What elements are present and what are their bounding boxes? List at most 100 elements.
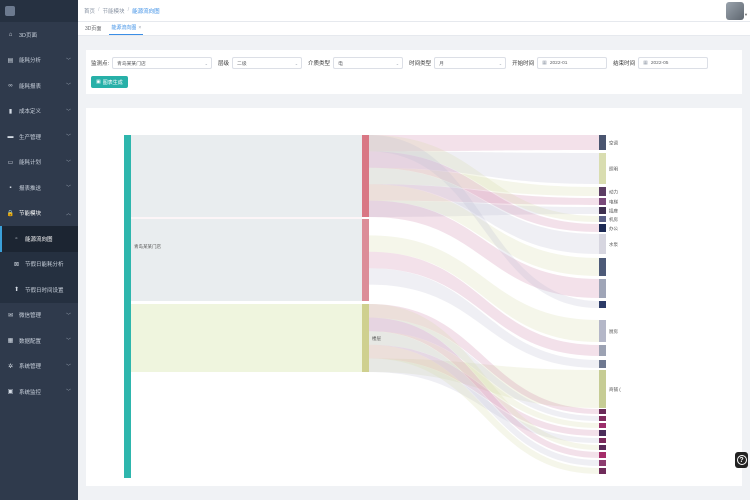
sankey-link	[369, 331, 599, 466]
sankey-link	[369, 135, 599, 308]
measure-point-value: 青岛某某门店	[117, 61, 146, 67]
tab-1[interactable]: 能源流向图 ×	[109, 24, 144, 35]
sankey-label-source: 青岛某某门店	[134, 243, 161, 250]
sidebar-item-1[interactable]: ▦ 数据配置 ﹀	[0, 328, 78, 354]
sankey-node-target	[599, 198, 606, 205]
sidebar-item-label: 报表推送	[19, 185, 42, 192]
factory-icon: ▬	[7, 133, 14, 140]
sankey-label-target: 厨房	[609, 328, 618, 335]
time-type-label: 时间类型	[409, 61, 432, 67]
sankey-node-target	[599, 360, 606, 368]
sankey-node-mid	[362, 304, 369, 372]
sidebar-item-6[interactable]: ▪ 报表推送 ﹀	[0, 175, 78, 201]
sankey-label-target: 办公	[609, 225, 618, 232]
sankey-node-target	[599, 438, 606, 443]
sankey-link	[369, 235, 599, 342]
level-value: 二级	[237, 61, 247, 67]
sankey-link	[369, 317, 599, 458]
sankey-label-target: 插座	[609, 208, 618, 215]
submenu-item-1[interactable]: ⊠ 节假日能耗分析	[0, 252, 78, 278]
sankey-node-target	[599, 445, 606, 450]
sankey-node-target	[599, 301, 606, 308]
sidebar-item-label: 能耗计划	[19, 160, 42, 167]
sidebar-item-label: 节假日时间设置	[25, 287, 64, 294]
sidebar-item-label: 能耗报表	[19, 83, 42, 90]
sankey-link	[369, 358, 599, 408]
level-label: 层级	[218, 61, 230, 67]
document-icon: ▮	[8, 108, 13, 115]
close-icon[interactable]: ×	[138, 25, 142, 31]
time-type-select[interactable]: 月 ⌄	[434, 57, 507, 69]
question-icon: ?	[736, 455, 747, 465]
generate-chart-button[interactable]: ▣ 图表生成	[91, 76, 128, 88]
chevron-down-icon: ﹀	[65, 134, 71, 141]
sidebar-item-3[interactable]: ▣ 系统监控 ﹀	[0, 379, 78, 405]
avatar[interactable]	[726, 2, 744, 20]
sidebar-menu: ⌂ 3D页面 ▤ 能耗分析 ﹀ ∞ 能耗报表 ﹀ ▮ 成本定义 ﹀ ▬ 生产管理 ﹀ ▭ 能耗计划 ﹀ ▪ 报表推送…	[0, 22, 78, 405]
start-time-picker[interactable]: ▦ 2022-01	[537, 57, 608, 69]
chevron-down-icon[interactable]: ▼	[744, 12, 748, 17]
sidebar-item-1[interactable]: ▤ 能耗分析 ﹀	[0, 48, 78, 74]
breadcrumb-separator: /	[127, 6, 130, 13]
sankey-node-target	[599, 207, 606, 214]
sankey-link	[369, 268, 599, 368]
sankey-link	[131, 304, 362, 372]
start-time-label: 开始时间	[512, 61, 535, 67]
sankey-link	[369, 184, 599, 276]
sidebar-item-label: 系统管理	[19, 364, 42, 371]
generate-chart-label: 图表生成	[102, 79, 123, 86]
sidebar-item-label: 生产管理	[19, 134, 42, 141]
sankey-node-target	[599, 423, 606, 428]
breadcrumb-item[interactable]: 首页	[84, 8, 96, 15]
sankey-link	[369, 344, 599, 436]
sidebar-item-0[interactable]: ✉ 微信管理 ﹀	[0, 303, 78, 329]
time-type-value: 月	[439, 61, 444, 67]
sankey-link	[369, 135, 599, 222]
sankey-chart: 青岛某某门店 楼层 空调 照明 动力 电梯 插座 机房 办公 水泵 厨房 商铺 (	[86, 108, 742, 486]
sidebar-item-label: 能耗分析	[19, 58, 42, 65]
sankey-label-mid: 楼层	[372, 335, 381, 342]
sidebar-item-label: 节假日能耗分析	[25, 262, 64, 269]
sankey-label-target: 水泵	[609, 241, 618, 247]
lock-icon: 🔒	[6, 210, 15, 217]
chevron-down-icon: ﹀	[65, 108, 71, 115]
submenu-item-2[interactable]: ⬆ 节假日时间设置	[0, 277, 78, 303]
link-icon: ∞	[8, 82, 13, 89]
database-icon: ▦	[7, 338, 14, 345]
sankey-link	[131, 135, 362, 217]
brand[interactable]	[0, 0, 78, 22]
measure-point-select[interactable]: 青岛某某门店 ⌄	[112, 57, 213, 69]
sidebar-item-2[interactable]: ∞ 能耗报表 ﹀	[0, 73, 78, 99]
sidebar-item-3[interactable]: ▮ 成本定义 ﹀	[0, 99, 78, 125]
sidebar-item-0[interactable]: ⌂ 3D页面	[0, 22, 78, 48]
chevron-down-icon: ⌄	[294, 60, 299, 66]
sidebar-item-label: 数据配置	[19, 338, 42, 345]
sidebar-item-4[interactable]: ▬ 生产管理 ﹀	[0, 124, 78, 150]
level-select[interactable]: 二级 ⌄	[232, 57, 303, 69]
sidebar-item-label: 能源流向图	[25, 236, 53, 243]
sankey-link	[369, 167, 599, 254]
sidebar-item-7[interactable]: 🔒 节能模块 ︿	[0, 201, 78, 227]
sankey-node-target	[599, 468, 606, 474]
chevron-down-icon: ⌄	[498, 60, 503, 66]
chevron-up-icon: ︿	[65, 210, 71, 217]
sankey-node-target	[599, 430, 606, 436]
sankey-node-target	[599, 416, 606, 421]
sidebar-item-2[interactable]: ✲ 系统管理 ﹀	[0, 354, 78, 380]
tab-0[interactable]: 3D页面	[83, 25, 103, 35]
end-time-picker[interactable]: ▦ 2022-05	[638, 57, 709, 69]
message-icon: ▪	[9, 184, 12, 191]
measure-point-label: 监测点:	[91, 61, 110, 67]
sankey-link	[131, 219, 362, 301]
sidebar-item-5[interactable]: ▭ 能耗计划 ﹀	[0, 150, 78, 176]
sankey-node-source	[124, 135, 131, 478]
sankey-link	[369, 331, 599, 428]
sankey-node-target	[599, 258, 606, 276]
submenu-item-0[interactable]: ▫ 能源流向图	[0, 226, 78, 252]
sankey-link	[369, 317, 599, 421]
help-button[interactable]: ?	[735, 452, 748, 468]
sidebar-item-label: 节能模块	[19, 211, 42, 218]
gear-icon: ✲	[7, 363, 14, 370]
breadcrumb-item[interactable]: 节能模块	[102, 8, 125, 15]
medium-select[interactable]: 电 ⌄	[333, 57, 404, 69]
